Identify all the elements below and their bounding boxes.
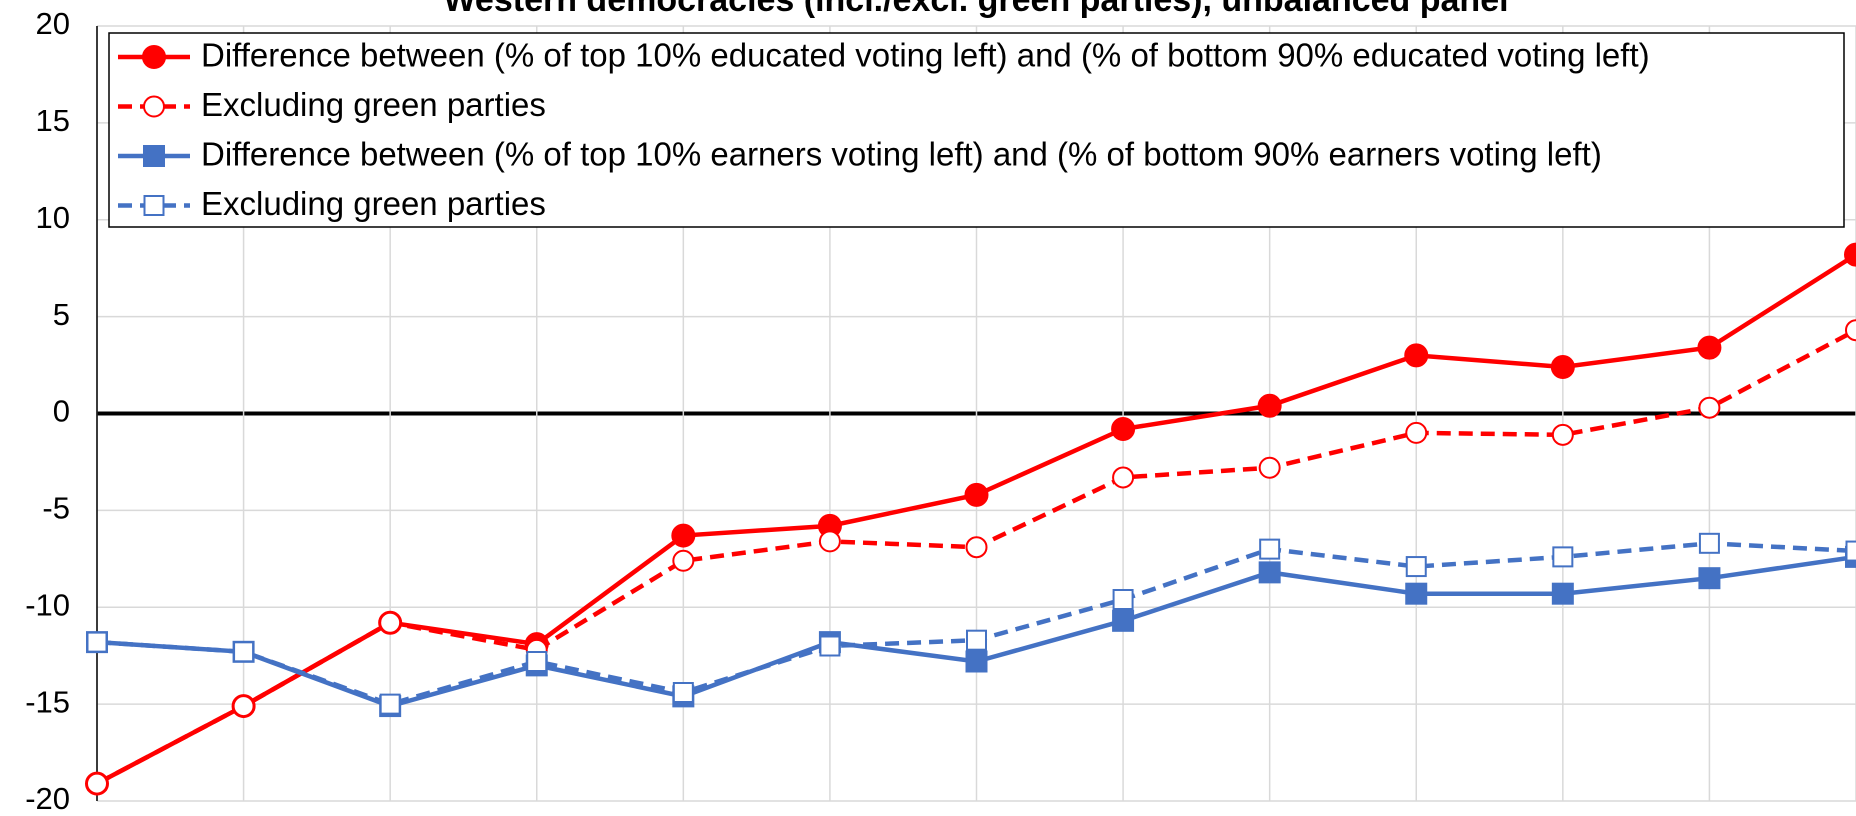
marker <box>1698 396 1721 419</box>
marker <box>672 682 694 703</box>
marker <box>964 482 989 507</box>
marker <box>966 629 987 651</box>
y-tick-label: -5 <box>42 491 70 526</box>
marker <box>1258 456 1281 479</box>
y-tick-label: 10 <box>36 200 70 235</box>
marker <box>1552 546 1574 568</box>
marker <box>1405 582 1428 605</box>
marker <box>143 145 165 167</box>
marker <box>526 651 548 672</box>
marker <box>1112 466 1135 489</box>
marker <box>818 530 841 553</box>
legend-label: Difference between (% of top 10% earners… <box>201 136 1602 173</box>
marker <box>1698 567 1721 590</box>
y-tick-label: -10 <box>25 587 70 622</box>
marker <box>819 635 841 657</box>
marker <box>1259 538 1281 560</box>
marker <box>1112 589 1134 610</box>
chart-title: Western democracies (incl./excl. green p… <box>443 0 1508 19</box>
marker <box>1845 540 1856 562</box>
marker <box>1844 242 1856 267</box>
marker <box>142 45 166 69</box>
marker <box>672 549 695 572</box>
marker <box>1551 423 1574 446</box>
marker <box>1698 532 1720 554</box>
legend: Difference between (% of top 10% educate… <box>108 32 1845 228</box>
marker <box>1112 609 1135 632</box>
marker <box>233 641 255 663</box>
marker <box>965 536 988 559</box>
marker <box>1551 582 1574 605</box>
plot <box>85 242 1856 796</box>
marker <box>1258 561 1281 584</box>
marker <box>232 695 255 718</box>
marker <box>143 195 165 216</box>
y-tick-label: -20 <box>25 781 70 816</box>
marker <box>1257 393 1282 418</box>
marker <box>1404 343 1429 368</box>
y-tick-label: 0 <box>53 394 70 429</box>
marker <box>671 523 696 548</box>
marker <box>1111 417 1136 441</box>
y-tick-label: 5 <box>53 297 70 332</box>
marker <box>143 95 165 118</box>
marker <box>379 693 401 715</box>
y-tick-label: 20 <box>36 6 70 41</box>
marker <box>86 631 108 653</box>
legend-box <box>108 32 1845 228</box>
marker <box>965 650 988 673</box>
legend-label: Difference between (% of top 10% educate… <box>201 37 1650 74</box>
marker <box>1550 355 1575 379</box>
y-tick-label: -15 <box>25 684 70 719</box>
marker <box>1845 319 1856 342</box>
legend-label: Excluding green parties <box>201 86 546 123</box>
legend-label: Excluding green parties <box>201 185 546 222</box>
marker <box>1405 556 1427 578</box>
marker <box>1697 335 1722 360</box>
y-tick-label: 15 <box>36 103 70 138</box>
marker <box>379 611 402 634</box>
marker <box>1405 421 1428 444</box>
marker <box>86 772 108 795</box>
